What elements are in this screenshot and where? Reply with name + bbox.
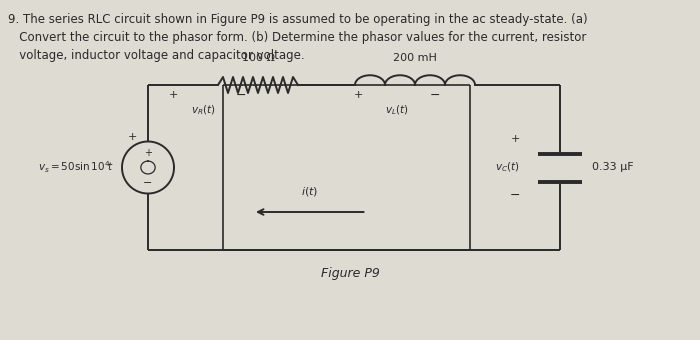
Text: −: −	[236, 88, 246, 102]
Text: +: +	[127, 132, 137, 141]
Text: $v_R(t)$: $v_R(t)$	[190, 103, 216, 117]
Text: +: +	[144, 148, 152, 158]
Text: voltage, inductor voltage and capacitor voltage.: voltage, inductor voltage and capacitor …	[8, 49, 304, 62]
Text: 100 Ω: 100 Ω	[241, 53, 274, 63]
Text: Convert the circuit to the phasor form. (b) Determine the phasor values for the : Convert the circuit to the phasor form. …	[8, 31, 587, 44]
Text: −: −	[429, 88, 440, 102]
Text: +: +	[354, 90, 363, 100]
Text: Figure P9: Figure P9	[321, 267, 379, 280]
Text: +: +	[510, 135, 519, 144]
Text: $i(t)$: $i(t)$	[301, 185, 318, 198]
Text: +: +	[168, 90, 178, 100]
Text: −: −	[510, 189, 520, 202]
Text: $v_s=50\sin10^4\!t$: $v_s=50\sin10^4\!t$	[38, 160, 114, 175]
Text: $v_C(t)$: $v_C(t)$	[496, 161, 520, 174]
Text: $v_L(t)$: $v_L(t)$	[384, 103, 408, 117]
Text: 9. The series RLC circuit shown in Figure P9 is assumed to be operating in the a: 9. The series RLC circuit shown in Figur…	[8, 13, 587, 26]
Text: 0.33 μF: 0.33 μF	[592, 163, 634, 172]
Text: −: −	[144, 178, 153, 188]
Text: 200 mH: 200 mH	[393, 53, 437, 63]
